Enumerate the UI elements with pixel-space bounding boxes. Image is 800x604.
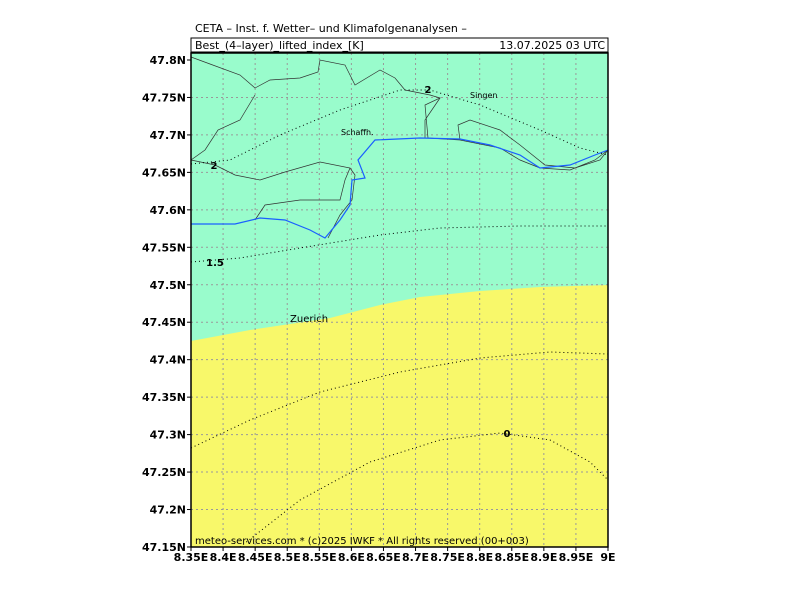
y-tick-label: 47.15N (142, 541, 186, 554)
y-tick-label: 47.4N (150, 354, 186, 367)
region-yellow (191, 285, 608, 547)
y-tick-label: 47.45N (142, 316, 186, 329)
x-tick-label: 8.5E (274, 551, 301, 564)
x-tick-label: 8.6E (338, 551, 365, 564)
place-label: Zuerich (290, 314, 328, 325)
y-tick-label: 47.8N (150, 54, 186, 67)
x-tick-label: 8.9E (530, 551, 557, 564)
x-tick-label: 8.55E (302, 551, 337, 564)
y-tick-label: 47.2N (150, 504, 186, 517)
y-tick-label: 47.65N (142, 166, 186, 179)
plot-frame (190, 52, 609, 548)
y-tick-label: 47.7N (150, 129, 186, 142)
footer: meteo-services.com * (c)2025 IWKF * All … (195, 536, 529, 547)
x-tick-label: 8.8E (466, 551, 493, 564)
header-box (190, 37, 609, 53)
contour-label: 1.5 (206, 258, 224, 269)
header-institute: CETA – Inst. f. Wetter– und Klimafolgena… (195, 22, 467, 35)
rhine (191, 137, 609, 239)
x-tick-label: 8.4E (210, 551, 237, 564)
y-tick-label: 47.75N (142, 91, 186, 104)
y-tick-label: 47.25N (142, 466, 186, 479)
x-tick-label: 8.65E (366, 551, 401, 564)
x-tick-label: 8.45E (238, 551, 273, 564)
x-tick-label: 8.35E (174, 551, 209, 564)
contour-label: 2 (425, 85, 432, 96)
y-tick-label: 47.3N (150, 429, 186, 442)
y-tick-label: 47.6N (150, 204, 186, 217)
contour-2 (190, 89, 609, 165)
x-tick-label: 9E (600, 551, 615, 564)
axis-labels: 47.8N 47.75N 47.7N 47.65N 47.6N 47.55N 47.5N 47… (142, 54, 616, 564)
y-tick-label: 47.35N (142, 391, 186, 404)
x-tick-label: 8.7E (402, 551, 429, 564)
header-datetime: 13.07.2025 03 UTC (499, 39, 605, 52)
x-tick-label: 8.75E (430, 551, 465, 564)
place-label: Singen (470, 91, 497, 100)
y-tick-label: 47.55N (142, 241, 186, 254)
y-tick-label: 47.5N (150, 279, 186, 292)
x-tick-label: 8.85E (494, 551, 529, 564)
plot: 2 2 1.5 0 Singen Schaffh. Zuerich meteo-… (190, 52, 609, 548)
place-label: Schaffh. (341, 128, 374, 137)
contour-label: 0 (504, 429, 511, 440)
contour-label: 2 (211, 161, 218, 172)
header-field: Best_(4–layer)_lifted_index_[K] (195, 39, 364, 52)
grid (191, 53, 608, 547)
x-tick-label: 8.95E (559, 551, 594, 564)
